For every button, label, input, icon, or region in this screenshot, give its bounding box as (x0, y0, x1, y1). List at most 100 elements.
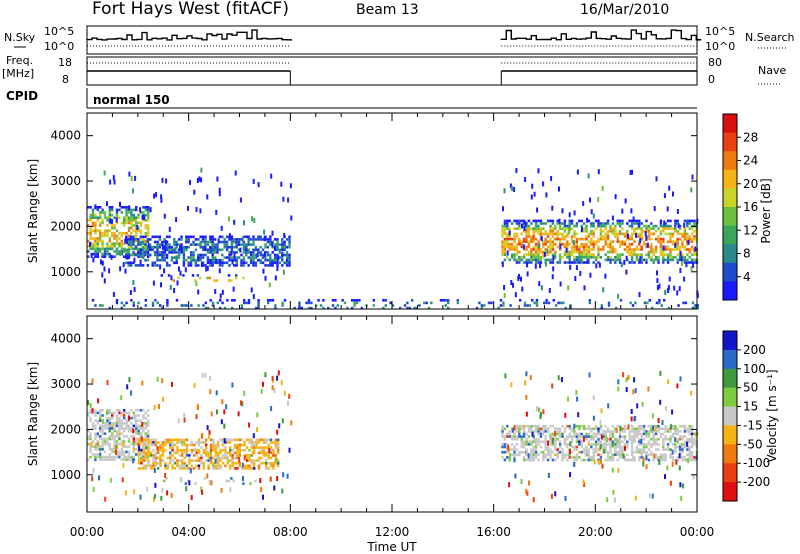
data-cell (522, 222, 526, 225)
data-cell (118, 455, 121, 459)
data-cell (671, 232, 675, 236)
data-cell (580, 256, 583, 259)
data-cell (674, 227, 677, 230)
data-cell (111, 416, 114, 420)
data-cell (189, 243, 193, 246)
data-cell (638, 424, 641, 428)
data-cell (118, 437, 121, 441)
data-cell (190, 464, 193, 468)
data-cell (96, 411, 99, 415)
data-cell (430, 301, 433, 305)
data-cell (260, 388, 263, 394)
data-cell (125, 301, 128, 305)
data-cell (96, 219, 99, 222)
data-cell (272, 461, 275, 465)
data-cell (108, 237, 111, 240)
data-cell (515, 424, 519, 428)
data-cell (184, 482, 187, 485)
data-cell (563, 235, 567, 238)
data-cell (111, 206, 114, 209)
data-cell (160, 194, 163, 200)
data-cell (129, 243, 133, 246)
data-cell (153, 245, 157, 249)
data-cell (657, 240, 660, 243)
data-cell (120, 448, 123, 451)
data-cell (653, 453, 656, 459)
data-cell (213, 279, 216, 282)
data-cell (235, 256, 238, 259)
data-cell (558, 430, 562, 433)
data-cell (115, 242, 119, 245)
data-cell (560, 377, 563, 383)
data-cell (638, 437, 641, 441)
data-cell (285, 251, 289, 254)
data-cell (139, 306, 143, 310)
data-cell (633, 377, 636, 383)
data-cell (142, 429, 145, 433)
data-cell (502, 301, 505, 305)
data-cell (298, 306, 301, 310)
data-cell (221, 253, 224, 257)
data-cell (169, 461, 172, 465)
data-cell (680, 256, 683, 262)
data-cell (645, 261, 648, 264)
data-cell (179, 479, 183, 483)
data-cell (671, 424, 675, 428)
data-cell (657, 448, 660, 451)
data-cell (542, 409, 545, 415)
data-cell (630, 232, 634, 236)
data-cell (582, 253, 586, 256)
data-cell (606, 219, 610, 223)
data-cell (530, 194, 533, 200)
data-cell (147, 422, 150, 425)
y-tick-label: 1000 (50, 468, 81, 482)
data-cell (168, 243, 171, 246)
data-cell (521, 223, 523, 229)
data-cell (199, 253, 202, 257)
data-cell (382, 306, 385, 310)
data-cell (96, 250, 99, 253)
data-cell (525, 453, 528, 457)
data-cell (123, 409, 126, 412)
data-cell (147, 464, 150, 468)
data-cell (513, 248, 516, 251)
data-cell (609, 250, 612, 254)
data-cell (169, 454, 172, 457)
data-cell (580, 253, 583, 256)
data-cell (594, 440, 598, 444)
data-cell (659, 427, 663, 431)
data-cell (216, 258, 219, 262)
data-cell (249, 261, 253, 265)
data-cell (501, 232, 504, 236)
data-cell (652, 443, 655, 446)
colorbar-tick-label: 50 (743, 381, 758, 395)
data-cell (678, 248, 682, 251)
data-cell (144, 304, 147, 307)
data-cell (513, 240, 516, 243)
data-cell (212, 456, 215, 460)
data-cell (503, 222, 507, 225)
data-cell (662, 437, 665, 441)
data-cell (537, 240, 540, 243)
data-cell (236, 461, 239, 465)
data-cell (527, 435, 531, 438)
data-cell (507, 444, 510, 450)
data-cell (558, 443, 562, 446)
data-cell (113, 455, 116, 459)
data-cell (189, 179, 191, 185)
data-cell (628, 224, 631, 228)
data-cell (159, 304, 162, 307)
data-cell (147, 206, 150, 209)
data-cell (115, 424, 119, 428)
data-cell (456, 301, 459, 305)
data-cell (671, 256, 675, 259)
data-cell (542, 450, 545, 454)
data-cell (522, 248, 526, 251)
data-cell (249, 251, 253, 254)
data-cell (508, 230, 511, 236)
data-cell (199, 208, 202, 214)
data-cell (157, 441, 160, 444)
data-cell (87, 239, 90, 243)
data-cell (561, 232, 564, 236)
data-cell (637, 222, 640, 228)
